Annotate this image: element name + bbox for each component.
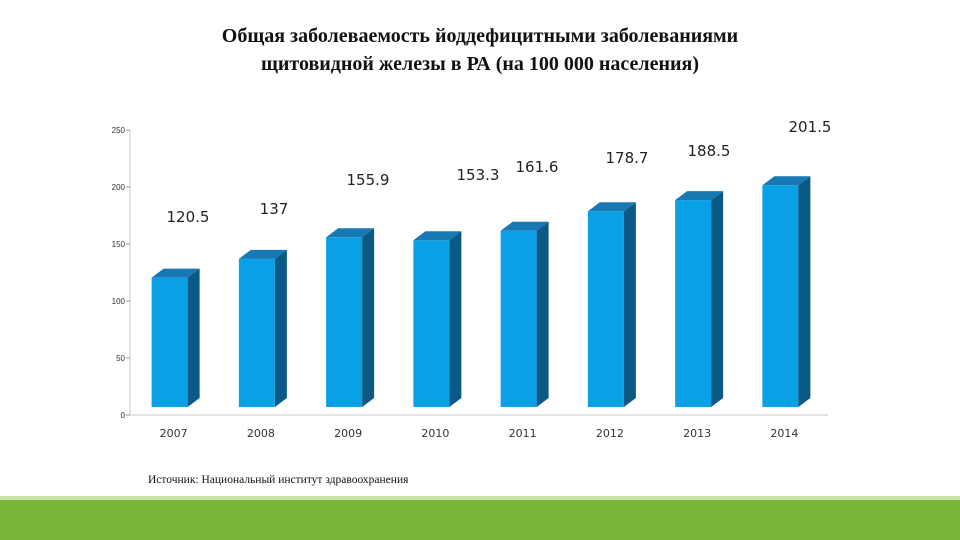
source-note: Источник: Национальный институт здравоох… bbox=[148, 474, 409, 486]
data-label: 155.9 bbox=[347, 171, 390, 189]
bar-top bbox=[326, 228, 375, 238]
bar-front bbox=[762, 185, 799, 407]
data-label: 188.5 bbox=[688, 142, 731, 160]
bar-front bbox=[500, 230, 537, 407]
data-label: 178.7 bbox=[606, 149, 649, 167]
y-tick-label: 100 bbox=[112, 297, 126, 306]
bar-side bbox=[274, 249, 287, 407]
x-tick-label: 2007 bbox=[160, 427, 188, 440]
bar-top bbox=[587, 202, 636, 212]
bar-front bbox=[151, 277, 188, 407]
y-tick-label: 250 bbox=[112, 126, 126, 135]
data-label: 120.5 bbox=[167, 208, 210, 226]
bar-side bbox=[536, 221, 549, 407]
bar-top bbox=[151, 268, 200, 278]
y-tick-label: 50 bbox=[116, 354, 125, 363]
bar-side bbox=[798, 176, 811, 407]
bar-side bbox=[623, 202, 636, 407]
y-tick-label: 200 bbox=[112, 183, 126, 192]
chart-title: Общая заболеваемость йоддефицитными забо… bbox=[120, 22, 840, 78]
chart-title-line-2: щитовидной железы в РА (на 100 000 насел… bbox=[260, 53, 700, 75]
x-tick-label: 2011 bbox=[509, 427, 537, 440]
chart-title-line-1: Общая заболеваемость йоддефицитными забо… bbox=[221, 25, 739, 47]
bar-top bbox=[413, 231, 462, 241]
data-label: 137 bbox=[260, 200, 289, 218]
bar-top bbox=[675, 191, 724, 201]
bar-top bbox=[238, 249, 287, 259]
x-tick-label: 2014 bbox=[770, 427, 798, 440]
data-label: 161.6 bbox=[516, 158, 559, 176]
x-tick-label: 2013 bbox=[683, 427, 711, 440]
x-tick-label: 2012 bbox=[596, 427, 624, 440]
bar-side bbox=[362, 228, 375, 407]
bar-front bbox=[587, 211, 624, 407]
bar-front bbox=[238, 258, 275, 407]
x-tick-label: 2010 bbox=[421, 427, 449, 440]
bar-side bbox=[449, 231, 462, 407]
bar-front bbox=[413, 240, 450, 407]
x-tick-label: 2008 bbox=[247, 427, 275, 440]
bar-side bbox=[187, 268, 200, 407]
bar-front bbox=[675, 200, 712, 407]
bar-side bbox=[711, 191, 724, 407]
x-tick-label: 2009 bbox=[334, 427, 362, 440]
data-label: 201.5 bbox=[789, 118, 832, 136]
data-label: 153.3 bbox=[457, 166, 500, 184]
bar-front bbox=[326, 237, 363, 407]
bar-top bbox=[500, 221, 549, 231]
footer-band bbox=[0, 496, 960, 540]
bar-top bbox=[762, 176, 811, 186]
y-tick-label: 150 bbox=[112, 240, 126, 249]
y-tick-label: 0 bbox=[121, 411, 126, 420]
